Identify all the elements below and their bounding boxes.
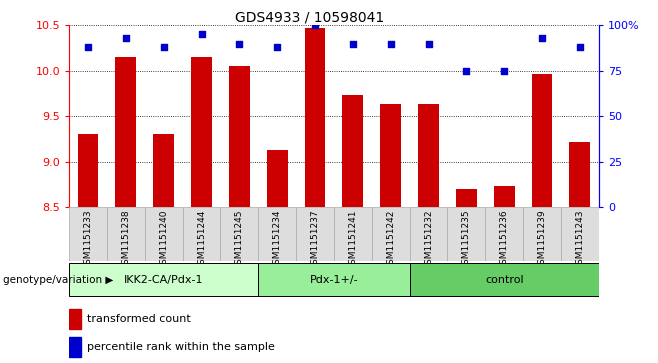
Bar: [380, 104, 401, 207]
Text: GSM1151238: GSM1151238: [121, 209, 130, 270]
Text: GSM1151241: GSM1151241: [348, 209, 357, 270]
Point: [423, 41, 434, 46]
Bar: [409, 263, 599, 296]
Point: [499, 68, 509, 74]
Bar: [494, 186, 515, 207]
Bar: [182, 207, 220, 261]
Bar: [153, 134, 174, 207]
Text: GSM1151232: GSM1151232: [424, 209, 433, 270]
Bar: [107, 207, 145, 261]
Bar: [523, 207, 561, 261]
Text: Pdx-1+/-: Pdx-1+/-: [310, 274, 358, 285]
Bar: [229, 66, 250, 207]
Bar: [456, 189, 477, 207]
Bar: [69, 207, 107, 261]
Bar: [220, 207, 258, 261]
Text: genotype/variation ▶: genotype/variation ▶: [3, 274, 114, 285]
Bar: [569, 142, 590, 207]
Bar: [78, 134, 99, 207]
Point: [574, 44, 585, 50]
Bar: [115, 57, 136, 207]
Bar: [418, 104, 439, 207]
Bar: [258, 263, 409, 296]
Bar: [296, 207, 334, 261]
Point: [159, 44, 169, 50]
Bar: [69, 337, 81, 357]
Bar: [334, 207, 372, 261]
Text: percentile rank within the sample: percentile rank within the sample: [87, 342, 274, 352]
Bar: [561, 207, 599, 261]
Point: [537, 35, 547, 41]
Bar: [69, 263, 258, 296]
Bar: [266, 150, 288, 207]
Bar: [69, 309, 81, 329]
Text: control: control: [485, 274, 524, 285]
Text: GSM1151243: GSM1151243: [575, 209, 584, 270]
Text: GSM1151244: GSM1151244: [197, 209, 206, 270]
Text: IKK2-CA/Pdx-1: IKK2-CA/Pdx-1: [124, 274, 203, 285]
Text: GSM1151235: GSM1151235: [462, 209, 471, 270]
Point: [347, 41, 358, 46]
Bar: [342, 95, 363, 207]
Bar: [532, 73, 553, 207]
Bar: [372, 207, 409, 261]
Point: [461, 68, 472, 74]
Bar: [305, 28, 326, 207]
Bar: [145, 207, 182, 261]
Text: GDS4933 / 10598041: GDS4933 / 10598041: [235, 11, 384, 25]
Text: GSM1151233: GSM1151233: [84, 209, 93, 270]
Text: GSM1151236: GSM1151236: [499, 209, 509, 270]
Text: GSM1151239: GSM1151239: [538, 209, 547, 270]
Bar: [409, 207, 447, 261]
Text: transformed count: transformed count: [87, 314, 190, 324]
Text: GSM1151242: GSM1151242: [386, 209, 395, 270]
Bar: [258, 207, 296, 261]
Point: [83, 44, 93, 50]
Text: GSM1151245: GSM1151245: [235, 209, 244, 270]
Point: [272, 44, 282, 50]
Bar: [447, 207, 485, 261]
Point: [310, 23, 320, 28]
Point: [196, 32, 207, 37]
Bar: [485, 207, 523, 261]
Text: GSM1151237: GSM1151237: [311, 209, 320, 270]
Point: [386, 41, 396, 46]
Text: GSM1151240: GSM1151240: [159, 209, 168, 270]
Text: GSM1151234: GSM1151234: [272, 209, 282, 270]
Bar: [191, 57, 212, 207]
Point: [234, 41, 245, 46]
Point: [120, 35, 131, 41]
